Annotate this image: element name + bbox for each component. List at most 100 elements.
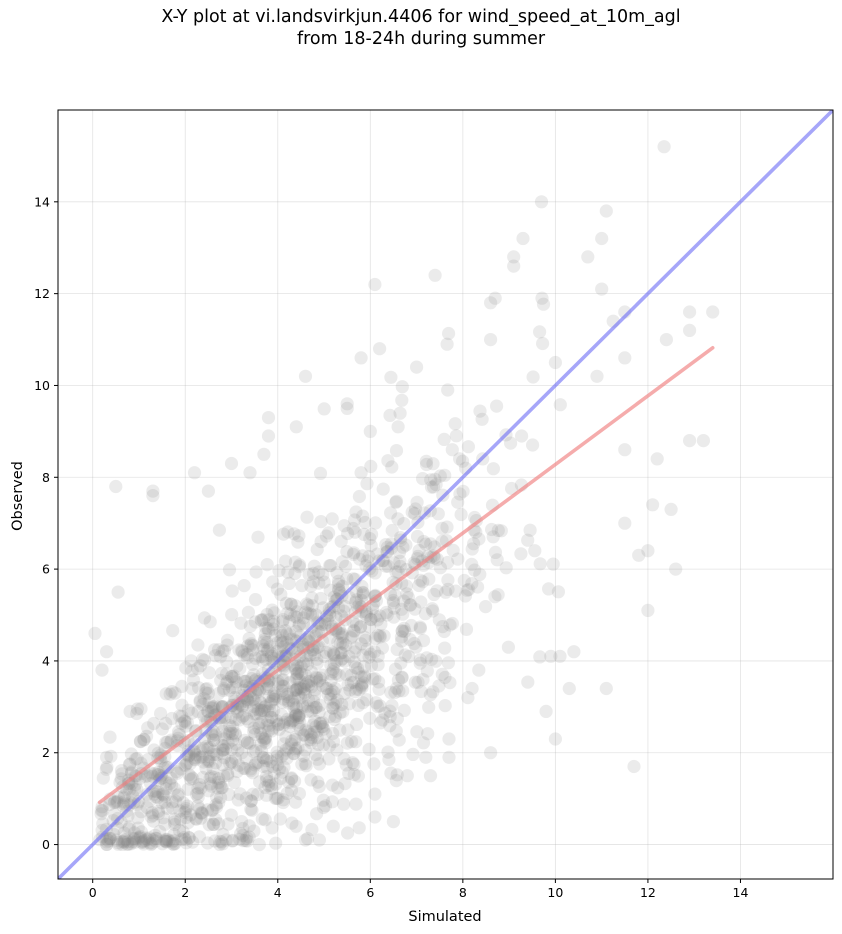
scatter-point-1143 (412, 543, 426, 558)
scatter-point-708 (287, 701, 301, 715)
scatter-point-1374 (291, 710, 306, 724)
scatter-point-891 (146, 833, 160, 847)
scatter-point-1021 (177, 831, 191, 845)
scatter-point-534 (438, 699, 452, 713)
scatter-point-558 (242, 715, 256, 729)
scatter-point-109 (94, 803, 108, 818)
scatter-point-1307 (491, 523, 505, 538)
scatter-point-1221 (389, 724, 403, 738)
scatter-point-863 (282, 576, 296, 591)
scatter-point-255 (253, 650, 267, 664)
scatter-point-911 (345, 735, 359, 749)
scatter-point-779 (236, 821, 250, 836)
scatter-point-485 (110, 794, 124, 808)
scatter-point-619 (123, 783, 137, 797)
scatter-point-983 (304, 665, 318, 679)
scatter-point-1250 (304, 680, 319, 694)
scatter-point-1249 (235, 699, 249, 713)
scatter-point-1198 (514, 547, 528, 561)
scatter-point-642 (197, 692, 211, 706)
scatter-point-209 (287, 697, 301, 712)
scatter-point-942 (165, 835, 179, 849)
scatter-point-96 (348, 660, 363, 675)
scatter-point-325 (240, 651, 254, 665)
scatter-point-1545 (109, 479, 123, 494)
scatter-point-1175 (269, 836, 283, 850)
scatter-point-204 (297, 685, 311, 700)
scatter-point-868 (282, 741, 296, 755)
scatter-point-1500 (657, 140, 671, 154)
scatter-point-982 (523, 523, 537, 537)
scatter-point-646 (264, 754, 278, 769)
scatter-point-159 (347, 546, 361, 560)
y-tick-label-0: 0 (42, 837, 50, 852)
scatter-point-24 (217, 751, 231, 765)
scatter-point-693 (356, 648, 370, 662)
scatter-point-751 (267, 703, 281, 718)
scatter-point-1340 (390, 712, 404, 726)
scatter-point-1213 (428, 472, 442, 486)
scatter-point-895 (178, 714, 192, 728)
scatter-point-889 (319, 645, 333, 660)
scatter-point-269 (315, 720, 329, 734)
scatter-point-3 (304, 579, 318, 593)
scatter-point-1343 (228, 726, 242, 740)
scatter-point-592 (342, 766, 356, 781)
scatter-point-60 (268, 692, 282, 706)
scatter-point-119 (141, 769, 155, 783)
scatter-point-1456 (274, 771, 288, 786)
scatter-point-628 (307, 640, 321, 654)
scatter-point-1524 (548, 355, 563, 370)
scatter-point-562 (264, 649, 278, 663)
scatter-point-1446 (219, 667, 234, 681)
scatter-point-797 (189, 812, 203, 826)
scatter-point-149 (217, 739, 231, 753)
scatter-point-490 (395, 634, 409, 648)
y-axis-ticks: 0 2 4 6 8 10 12 14 (34, 194, 58, 852)
scatter-point-535 (289, 672, 303, 686)
scatter-point-1422 (414, 573, 428, 587)
scatter-point-461 (139, 831, 153, 845)
scatter-point-305 (316, 793, 330, 807)
scatter-point-1454 (330, 566, 344, 580)
scatter-point-912 (356, 585, 370, 600)
scatter-point-46 (372, 675, 386, 689)
scatter-point-391 (351, 698, 365, 713)
scatter-point-103 (282, 775, 296, 789)
scatter-point-404 (309, 748, 323, 762)
scatter-point-564 (202, 695, 216, 709)
scatter-point-1248 (182, 831, 196, 845)
scatter-point-876 (246, 766, 260, 780)
scatter-point-857 (137, 732, 151, 747)
scatter-point-772 (402, 650, 416, 664)
scatter-point-456 (201, 741, 215, 755)
scatter-point-340 (220, 638, 234, 652)
scatter-point-238 (289, 683, 303, 697)
scatter-point-1052 (216, 827, 230, 842)
scatter-point-572 (209, 756, 223, 770)
scatter-point-1510 (581, 250, 595, 264)
scatter-point-190 (327, 697, 341, 712)
scatter-point-299 (191, 661, 205, 676)
scatter-point-689 (234, 827, 248, 841)
scatter-point-90 (275, 628, 289, 642)
scatter-point-1098 (359, 633, 373, 647)
scatter-point-921 (408, 506, 422, 521)
scatter-point-431 (142, 794, 156, 808)
scatter-point-819 (356, 588, 370, 602)
scatter-point-201 (240, 834, 254, 848)
scatter-point-1315 (360, 642, 374, 656)
scatter-point-933 (277, 679, 291, 693)
scatter-point-684 (307, 559, 321, 573)
scatter-point-324 (381, 559, 395, 573)
scatter-point-295 (438, 641, 452, 655)
scatter-point-722 (449, 429, 463, 443)
scatter-point-1256 (473, 404, 487, 418)
scatter-point-265 (323, 692, 337, 706)
scatter-point-478 (329, 623, 343, 638)
scatter-point-1074 (263, 640, 277, 654)
scatter-point-1209 (192, 681, 206, 695)
scatter-point-413 (320, 681, 334, 696)
scatter-point-724 (265, 710, 279, 725)
scatter-point-737 (490, 553, 504, 567)
